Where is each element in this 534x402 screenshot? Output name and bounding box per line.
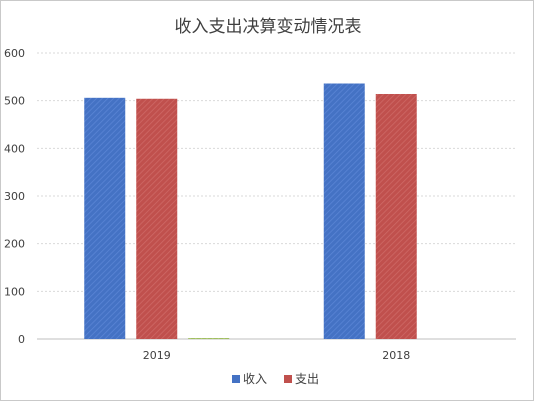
- legend: 收入 支出: [232, 372, 319, 386]
- legend-label: 收入: [243, 372, 267, 386]
- x-axis-ticks: 2019 2018: [143, 349, 411, 362]
- bar-收入-2018: [323, 83, 365, 339]
- bars: [84, 83, 417, 340]
- bar-支出-2019: [136, 98, 178, 339]
- x-tick-label: 2018: [382, 349, 410, 362]
- y-axis-ticks: 0 100 200 300 400 500 600: [4, 47, 25, 346]
- bar-支出-2018: [375, 93, 417, 339]
- bar-series-3-2019: [188, 338, 230, 340]
- y-tick-label: 200: [4, 238, 25, 251]
- y-tick-label: 500: [4, 95, 25, 108]
- x-tick-label: 2019: [143, 349, 171, 362]
- y-tick-label: 400: [4, 142, 25, 155]
- bar-收入-2019: [84, 97, 126, 339]
- legend-swatch: [284, 375, 292, 383]
- legend-swatch: [232, 375, 240, 383]
- y-tick-label: 600: [4, 47, 25, 60]
- y-tick-label: 100: [4, 285, 25, 298]
- y-tick-label: 300: [4, 190, 25, 203]
- chart-title: 收入支出决算变动情况表: [175, 17, 362, 37]
- y-tick-label: 0: [18, 333, 25, 346]
- legend-label: 支出: [295, 372, 319, 386]
